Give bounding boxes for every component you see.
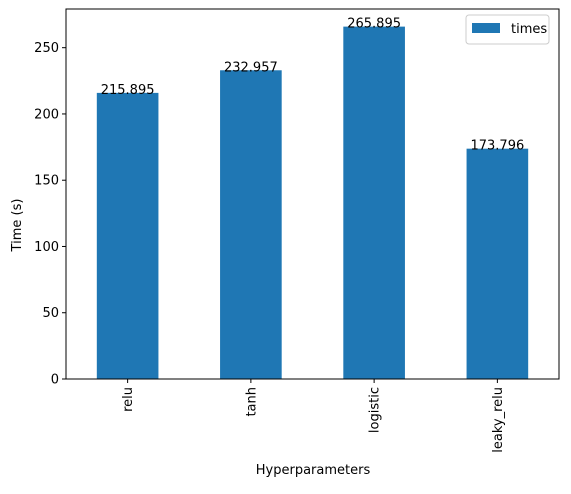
y-tick-label-250: 250 (34, 41, 59, 56)
legend-box (465, 14, 550, 45)
legend-swatch-times (472, 23, 500, 33)
bar-leaky_relu (466, 148, 529, 379)
bar-logistic (343, 26, 405, 380)
bars-group (96, 26, 529, 380)
y-tick-label-100: 100 (34, 240, 59, 255)
x-axis-label: Hyperparameters (256, 463, 371, 478)
data-label-leaky_relu: 173.796 (470, 139, 524, 154)
legend-label-times: times (511, 22, 547, 37)
axes-group: relu tanh logistic leaky_relu 0 50 100 150 200 25… (34, 8, 560, 453)
y-tick-label-200: 200 (34, 107, 59, 122)
data-label-tanh: 232.957 (224, 60, 278, 75)
y-tick-label-150: 150 (34, 174, 59, 189)
plot-frame (65, 8, 560, 380)
data-label-logistic: 265.895 (347, 17, 401, 32)
data-labels-group: 215.895 232.957 265.895 173.796 (101, 17, 525, 154)
x-tick-label-relu: relu (121, 387, 136, 412)
data-label-relu: 215.895 (101, 83, 155, 98)
x-tick-label-leaky_relu: leaky_relu (491, 387, 506, 453)
y-tick-label-50: 50 (42, 306, 59, 321)
x-tick-label-logistic: logistic (368, 387, 383, 433)
y-tick-label-0: 0 (51, 373, 59, 388)
legend: times (465, 14, 550, 45)
y-axis-label: Time (s) (10, 199, 25, 253)
x-tick-label-tanh: tanh (244, 387, 259, 417)
bar-tanh (220, 70, 282, 380)
bar-relu (96, 92, 159, 380)
